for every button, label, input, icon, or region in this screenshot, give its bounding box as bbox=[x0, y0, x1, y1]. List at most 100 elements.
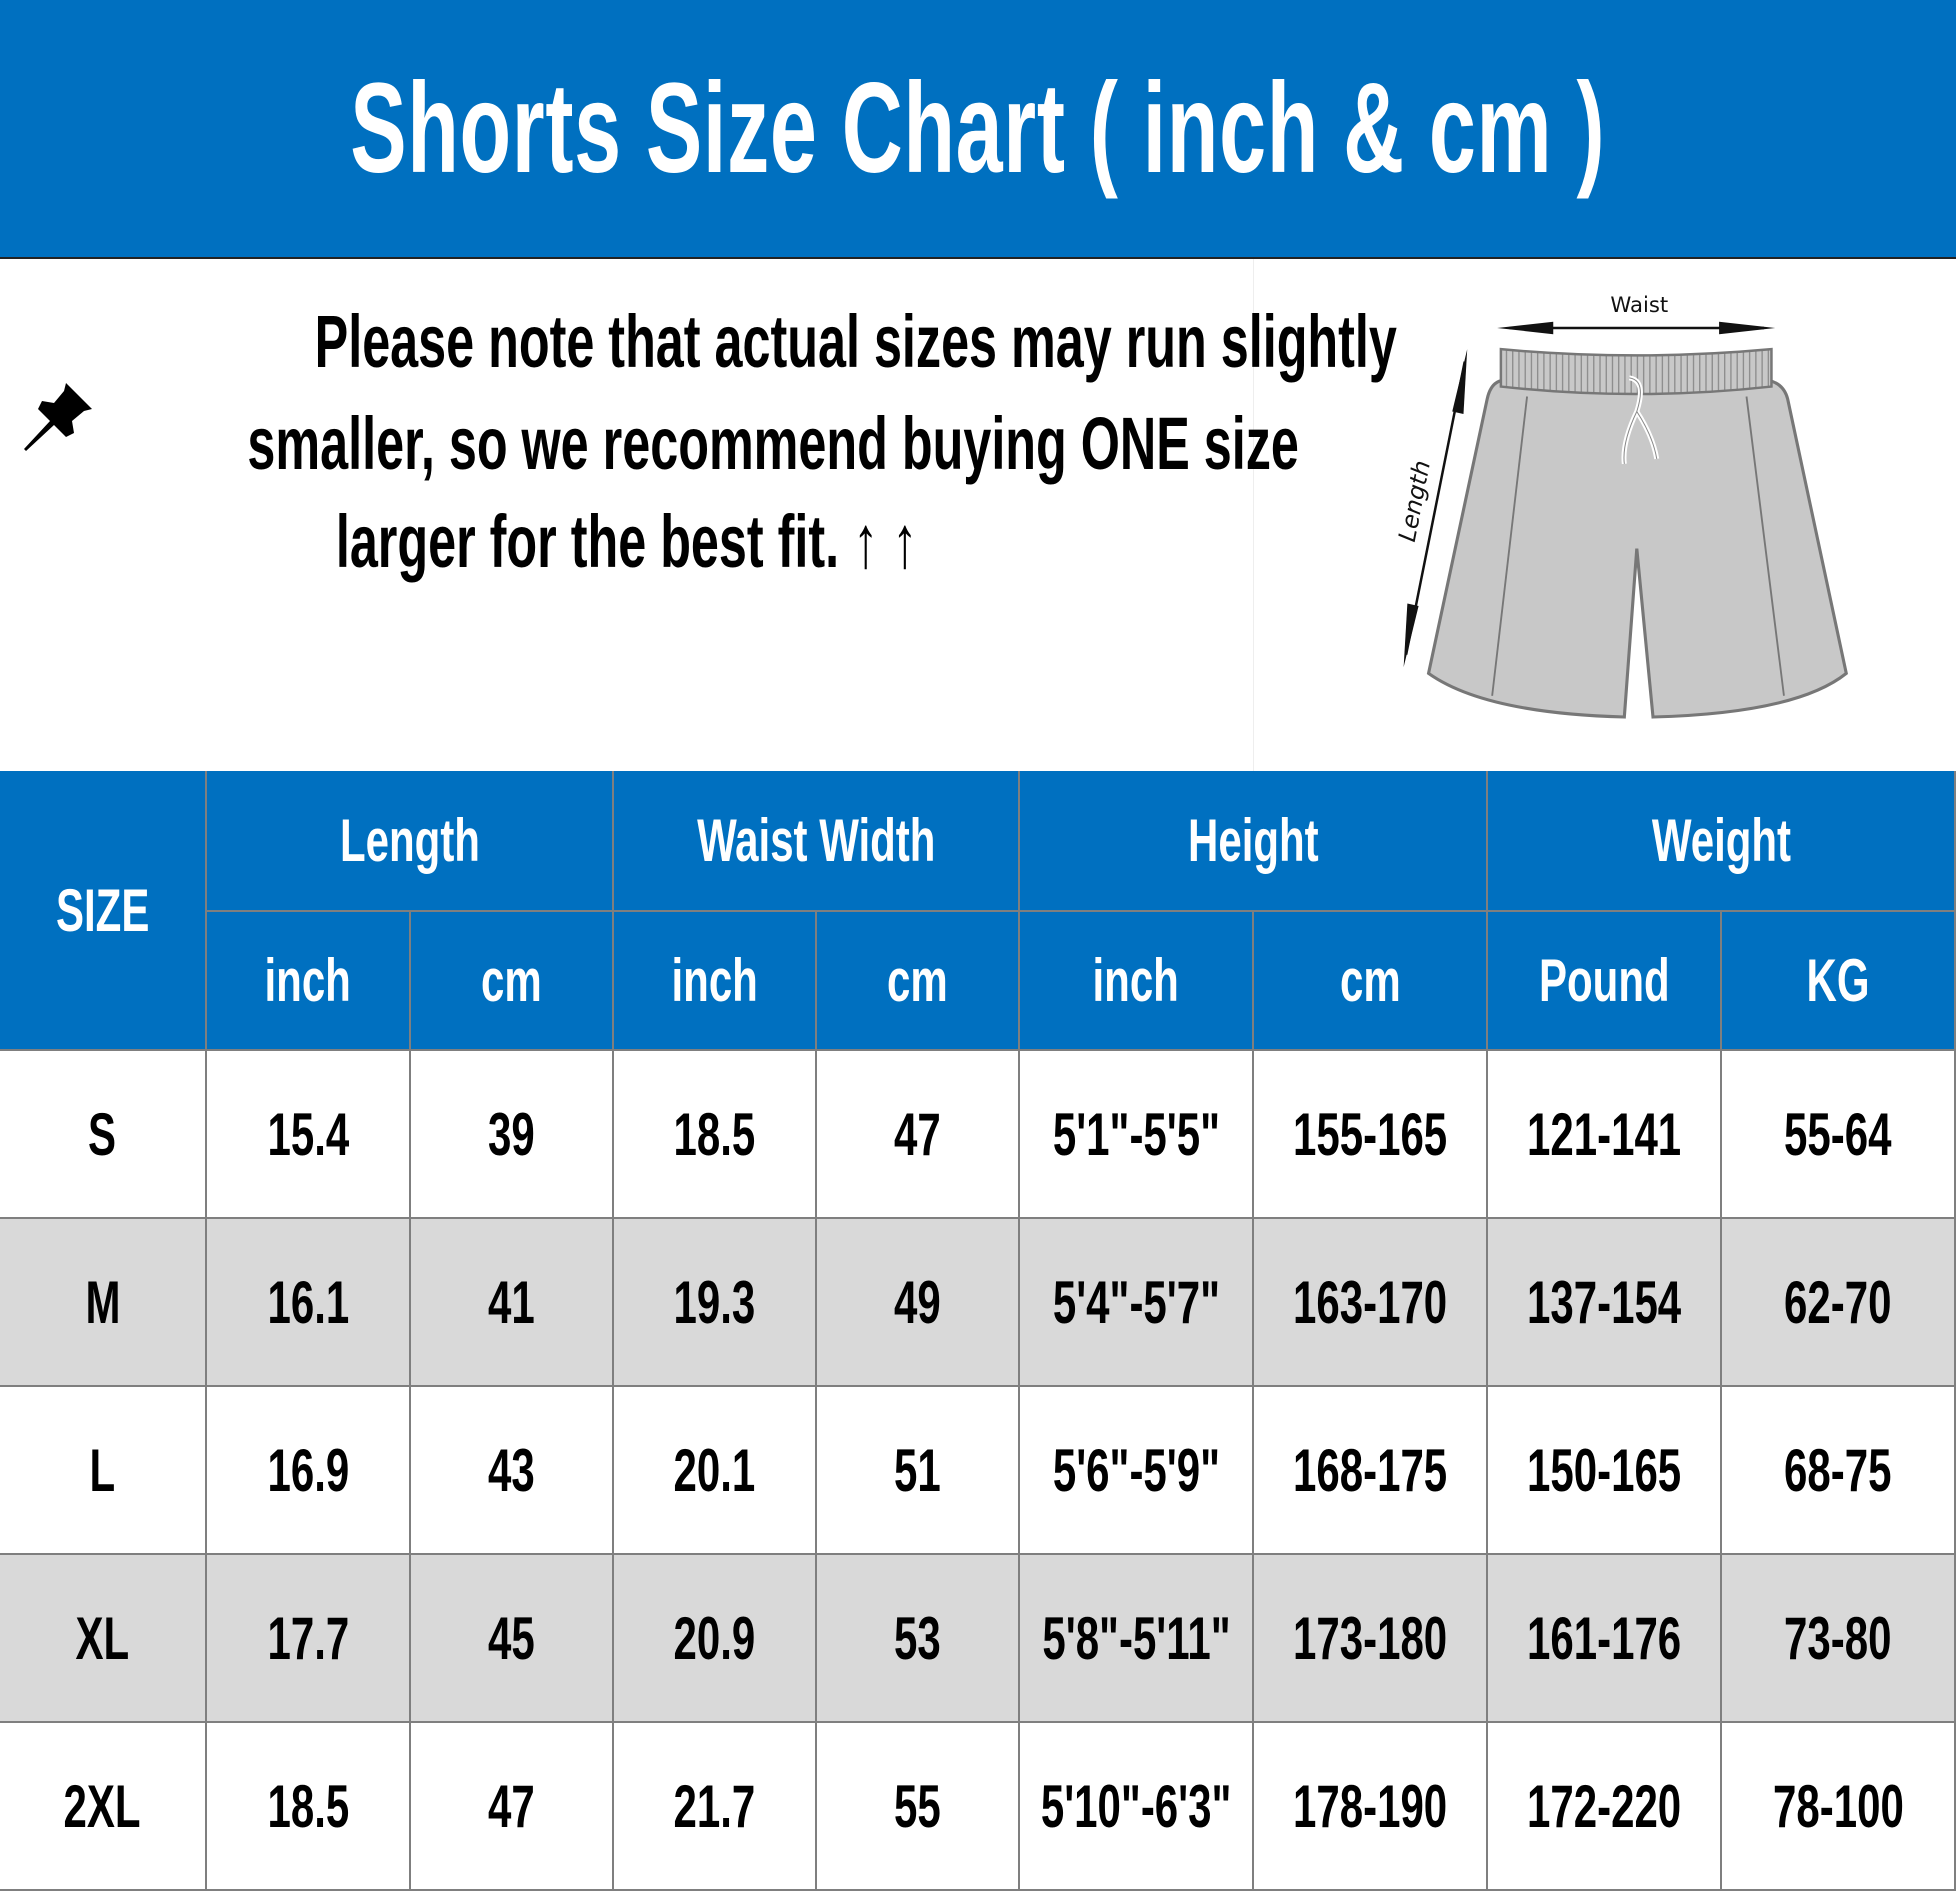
table-cell-text: 45 bbox=[488, 1604, 535, 1672]
table-cell: 62-70 bbox=[1722, 1219, 1956, 1387]
table-cell: 18.5 bbox=[614, 1051, 817, 1219]
size-label-cell: M bbox=[0, 1219, 207, 1387]
table-cell-text: 16.9 bbox=[267, 1436, 349, 1504]
waist-label: Waist bbox=[1610, 292, 1668, 317]
unit-header: cm bbox=[817, 912, 1020, 1051]
table-cell-text: 20.9 bbox=[673, 1604, 756, 1672]
length-arrow bbox=[1403, 349, 1468, 668]
size-label-cell-text: M bbox=[84, 1268, 120, 1336]
table-cell: 137-154 bbox=[1488, 1219, 1722, 1387]
unit-header-text: inch bbox=[671, 947, 758, 1014]
table-cell: 15.4 bbox=[207, 1051, 411, 1219]
table-cell-text: 173-180 bbox=[1292, 1604, 1448, 1672]
note-section: Please note that actual sizes may run sl… bbox=[0, 259, 1956, 771]
table-cell-text: 39 bbox=[488, 1100, 535, 1168]
table-cell-text: 78-100 bbox=[1772, 1772, 1904, 1840]
table-cell-text: 121-141 bbox=[1526, 1100, 1682, 1168]
size-table: SIZE Length Waist Width Height Weight inch cm i… bbox=[0, 771, 1956, 1892]
table-cell-text: 51 bbox=[894, 1436, 941, 1504]
size-label-cell: L bbox=[0, 1387, 207, 1555]
table-cell: 161-176 bbox=[1488, 1555, 1722, 1723]
table-cell-text: 17.7 bbox=[267, 1604, 349, 1672]
size-header: SIZE bbox=[0, 771, 207, 1051]
table-cell: 43 bbox=[411, 1387, 614, 1555]
table-cell-text: 20.1 bbox=[673, 1436, 756, 1504]
table-cell-text: 47 bbox=[488, 1772, 535, 1840]
group-header: Height bbox=[1020, 771, 1488, 912]
table-cell-text: 73-80 bbox=[1784, 1604, 1892, 1672]
table-cell-text: 5'1"-5'5" bbox=[1052, 1100, 1220, 1168]
size-label-cell-text: L bbox=[89, 1436, 116, 1504]
pushpin-icon bbox=[24, 383, 92, 451]
shorts-illustration: Waist Length bbox=[1393, 292, 1848, 719]
unit-header-text: Pound bbox=[1538, 947, 1670, 1014]
table-cell-text: 178-190 bbox=[1292, 1772, 1448, 1840]
table-cell-text: 18.5 bbox=[267, 1772, 349, 1840]
group-header: Length bbox=[207, 771, 614, 912]
unit-header: cm bbox=[411, 912, 614, 1051]
unit-header-text: cm bbox=[1339, 947, 1401, 1014]
table-cell: 41 bbox=[411, 1219, 614, 1387]
table-cell: 78-100 bbox=[1722, 1723, 1956, 1891]
table-cell: 5'8"-5'11" bbox=[1020, 1555, 1254, 1723]
fit-note: Please note that actual sizes may run sl… bbox=[0, 259, 1397, 771]
table-cell: 163-170 bbox=[1254, 1219, 1488, 1387]
table-cell: 21.7 bbox=[614, 1723, 817, 1891]
table-cell-text: 55-64 bbox=[1784, 1100, 1892, 1168]
note-line-1: Please note that actual sizes may run sl… bbox=[0, 299, 1397, 384]
table-cell-text: 68-75 bbox=[1784, 1436, 1892, 1504]
table-cell: 16.1 bbox=[207, 1219, 411, 1387]
table-cell-text: 5'4"-5'7" bbox=[1052, 1268, 1220, 1336]
table-cell: 5'4"-5'7" bbox=[1020, 1219, 1254, 1387]
table-cell: 49 bbox=[817, 1219, 1020, 1387]
table-cell: 178-190 bbox=[1254, 1723, 1488, 1891]
unit-header: Pound bbox=[1488, 912, 1722, 1051]
table-cell: 53 bbox=[817, 1555, 1020, 1723]
table-cell: 5'6"-5'9" bbox=[1020, 1387, 1254, 1555]
table-cell-text: 172-220 bbox=[1526, 1772, 1682, 1840]
table-cell: 173-180 bbox=[1254, 1555, 1488, 1723]
unit-header: inch bbox=[207, 912, 411, 1051]
table-cell: 168-175 bbox=[1254, 1387, 1488, 1555]
table-cell: 20.1 bbox=[614, 1387, 817, 1555]
table-cell-text: 5'10"-6'3" bbox=[1040, 1772, 1232, 1840]
unit-header-text: inch bbox=[264, 947, 352, 1014]
group-header-text: Height bbox=[1187, 807, 1319, 874]
shorts-drawing bbox=[1426, 347, 1848, 719]
note-text: Please note that actual sizes may run sl… bbox=[314, 300, 1397, 383]
table-cell-text: 168-175 bbox=[1292, 1436, 1448, 1504]
table-cell: 155-165 bbox=[1254, 1051, 1488, 1219]
table-cell-text: 5'6"-5'9" bbox=[1052, 1436, 1220, 1504]
table-cell-text: 43 bbox=[488, 1436, 535, 1504]
table-cell: 16.9 bbox=[207, 1387, 411, 1555]
unit-header: inch bbox=[1020, 912, 1254, 1051]
waist-arrow bbox=[1497, 321, 1776, 335]
table-cell-text: 161-176 bbox=[1526, 1604, 1682, 1672]
note-text: larger for the best fit. ↑ ↑ bbox=[336, 500, 918, 583]
table-cell: 55-64 bbox=[1722, 1051, 1956, 1219]
group-header-text: Weight bbox=[1651, 807, 1791, 874]
unit-header-text: inch bbox=[1092, 947, 1180, 1014]
unit-header-text: cm bbox=[481, 947, 542, 1014]
table-cell-text: 41 bbox=[488, 1268, 535, 1336]
table-cell: 17.7 bbox=[207, 1555, 411, 1723]
table-cell: 47 bbox=[411, 1723, 614, 1891]
unit-header-text: KG bbox=[1806, 947, 1870, 1014]
size-label-cell: S bbox=[0, 1051, 207, 1219]
table-cell-text: 163-170 bbox=[1292, 1268, 1448, 1336]
size-label-cell-text: XL bbox=[75, 1604, 130, 1672]
table-cell: 5'1"-5'5" bbox=[1020, 1051, 1254, 1219]
table-cell: 5'10"-6'3" bbox=[1020, 1723, 1254, 1891]
table-cell-text: 18.5 bbox=[673, 1100, 756, 1168]
title-banner: Shorts Size Chart ( inch & cm ) bbox=[0, 0, 1956, 259]
table-cell-text: 62-70 bbox=[1784, 1268, 1892, 1336]
table-cell-text: 155-165 bbox=[1292, 1100, 1448, 1168]
size-label-cell-text: 2XL bbox=[63, 1772, 142, 1840]
size-label-cell: 2XL bbox=[0, 1723, 207, 1891]
group-header: Waist Width bbox=[614, 771, 1020, 912]
table-cell: 39 bbox=[411, 1051, 614, 1219]
table-cell-text: 49 bbox=[894, 1268, 941, 1336]
table-cell: 121-141 bbox=[1488, 1051, 1722, 1219]
table-cell-text: 53 bbox=[894, 1604, 941, 1672]
note-line-2: smaller, so we recommend buying ONE size bbox=[0, 401, 1298, 486]
